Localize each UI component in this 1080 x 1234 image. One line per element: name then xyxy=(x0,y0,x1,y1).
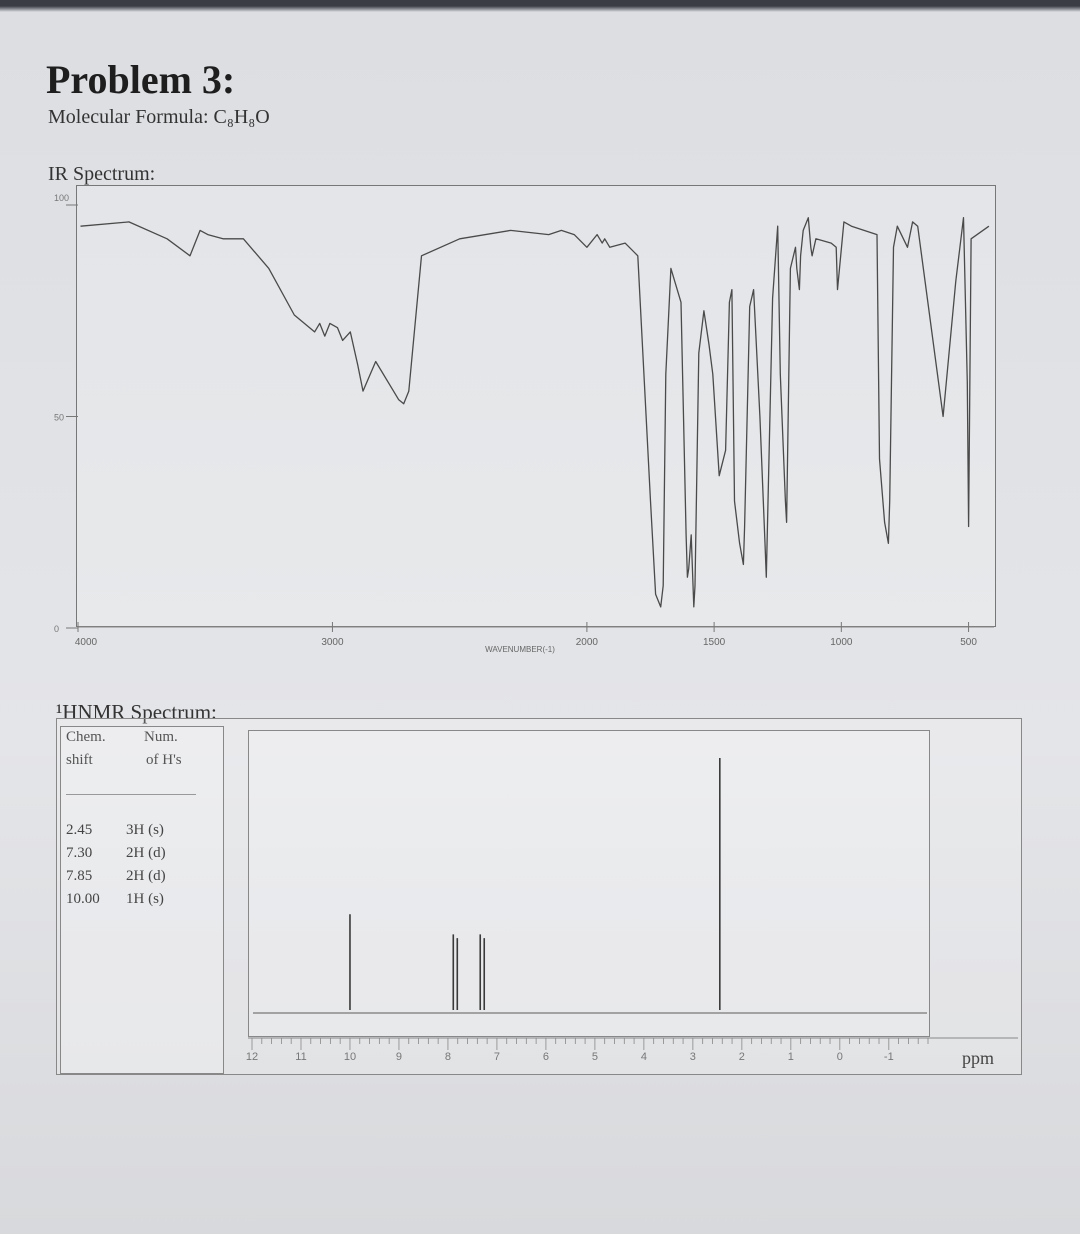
nmr-x-tick-label: 9 xyxy=(396,1051,402,1063)
nmr-x-tick-label: 12 xyxy=(246,1051,258,1063)
formula-value: C₈H₈O xyxy=(213,106,270,128)
shift-value: 2.45 xyxy=(66,822,93,838)
table-header-num: Num. xyxy=(144,729,178,745)
table-header-shift: shift xyxy=(66,752,93,768)
nmr-x-tick-label: 7 xyxy=(494,1051,500,1063)
ir-x-tick-label: 1500 xyxy=(703,637,726,648)
h-count: 2H (d) xyxy=(126,845,166,861)
shift-value: 7.30 xyxy=(66,845,93,861)
ir-x-tick-label: 1000 xyxy=(830,637,853,648)
shift-value: 7.85 xyxy=(66,868,93,884)
nmr-unit-label: ppm xyxy=(962,1048,995,1068)
ir-x-tick-label: 3000 xyxy=(321,637,344,648)
table-header-of-hs: of H's xyxy=(146,752,182,768)
shift-value: 10.00 xyxy=(66,891,100,907)
ir-spectrum-line xyxy=(80,217,990,608)
ir-spectrum-label: IR Spectrum: xyxy=(48,163,156,185)
formula-label: Molecular Formula: xyxy=(48,106,214,128)
nmr-plot-frame xyxy=(248,730,930,1037)
nmr-x-tick-label: 11 xyxy=(295,1051,306,1063)
nmr-x-tick-label: 2 xyxy=(739,1051,745,1063)
table-row: 2.45 3H (s) xyxy=(66,822,164,839)
nmr-x-tick-label: 0 xyxy=(837,1051,843,1063)
table-divider xyxy=(66,794,196,795)
ir-x-tick-label: 500 xyxy=(960,637,977,648)
nmr-x-tick-label: 8 xyxy=(445,1051,451,1063)
nmr-x-tick-label: 5 xyxy=(592,1051,598,1063)
ir-x-tick-label: 2000 xyxy=(576,637,599,648)
table-header-chem: Chem. xyxy=(66,729,106,745)
ir-spectrum-frame xyxy=(76,185,996,627)
nmr-x-tick-label: -1 xyxy=(884,1051,894,1063)
ir-y-tick-label: 50 xyxy=(54,413,64,423)
nmr-x-tick-label: 4 xyxy=(641,1051,647,1063)
ir-y-tick-label: 0 xyxy=(54,624,59,634)
problem-title: Problem 3: xyxy=(46,57,236,102)
h-count: 3H (s) xyxy=(126,822,164,838)
table-row: 7.30 2H (d) xyxy=(66,845,166,862)
nmr-outer-frame xyxy=(56,718,1022,1075)
h-count: 2H (d) xyxy=(126,868,166,884)
ir-y-tick-label: 100 xyxy=(54,193,69,203)
molecular-formula: Molecular Formula: C₈H₈O xyxy=(48,106,270,129)
table-row: 7.85 2H (d) xyxy=(66,868,166,885)
nmr-x-tick-label: 3 xyxy=(690,1051,696,1063)
nmr-x-tick-label: 10 xyxy=(344,1051,356,1063)
nmr-shift-table xyxy=(60,726,224,1074)
nmr-x-tick-label: 1 xyxy=(788,1051,794,1063)
nmr-spectrum-label: ¹HNMR Spectrum: xyxy=(56,700,217,724)
h-count: 1H (s) xyxy=(126,891,164,907)
table-row: 10.00 1H (s) xyxy=(66,891,164,908)
ir-x-axis-label: WAVENUMBER(-1) xyxy=(485,645,555,654)
nmr-x-tick-label: 6 xyxy=(543,1051,549,1063)
ir-x-tick-label: 4000 xyxy=(75,637,98,648)
